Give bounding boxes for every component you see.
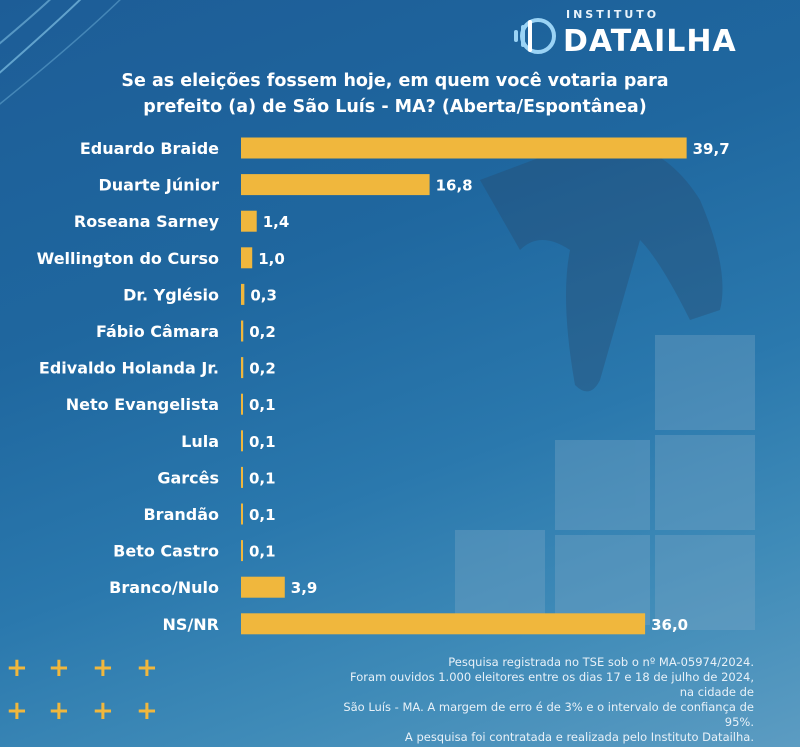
bar bbox=[241, 576, 285, 598]
value-label: 0,2 bbox=[249, 323, 276, 341]
bar bbox=[241, 466, 243, 488]
value-label: 1,0 bbox=[258, 250, 285, 268]
footer-line-4: A pesquisa foi contratada e realizada pe… bbox=[404, 730, 754, 744]
chart-title: Se as eleições fossem hoje, em quem você… bbox=[110, 68, 680, 120]
category-label: Edivaldo Holanda Jr. bbox=[39, 359, 219, 378]
category-label: Lula bbox=[181, 432, 219, 451]
footer-line-1: Pesquisa registrada no TSE sob o nº MA-0… bbox=[448, 655, 754, 669]
value-label: 0,3 bbox=[250, 286, 277, 304]
logo-icon bbox=[514, 18, 556, 54]
bar bbox=[241, 247, 253, 269]
plus-icon: + bbox=[48, 696, 70, 726]
plus-icon: + bbox=[6, 696, 28, 726]
plus-icon: + bbox=[136, 696, 158, 726]
category-label: Branco/Nulo bbox=[109, 578, 219, 597]
value-label: 0,1 bbox=[249, 506, 276, 524]
category-label: Roseana Sarney bbox=[74, 212, 220, 231]
value-label: 1,4 bbox=[263, 213, 290, 231]
category-label: Neto Evangelista bbox=[66, 395, 219, 414]
plus-icon: + bbox=[92, 696, 114, 726]
bar bbox=[241, 613, 646, 635]
category-label: Garcês bbox=[157, 468, 219, 487]
plus-icon: + bbox=[136, 653, 158, 683]
value-label: 39,7 bbox=[693, 140, 730, 158]
bar bbox=[241, 393, 243, 415]
bar-chart: Eduardo Braide 39,7 Duarte Júnior 16,8 Rosea… bbox=[37, 137, 730, 635]
bar bbox=[241, 174, 430, 196]
bar bbox=[241, 320, 244, 342]
bar bbox=[241, 283, 245, 305]
category-label: NS/NR bbox=[163, 615, 219, 634]
bar bbox=[241, 503, 243, 525]
plus-icon: + bbox=[6, 653, 28, 683]
value-label: 0,2 bbox=[249, 360, 276, 378]
value-label: 3,9 bbox=[291, 579, 318, 597]
category-label: Brandão bbox=[143, 505, 219, 524]
footer-line-3: São Luís - MA. A margem de erro é de 3% … bbox=[343, 700, 754, 729]
category-label: Wellington do Curso bbox=[37, 249, 219, 268]
category-label: Eduardo Braide bbox=[80, 139, 219, 158]
plus-icon: + bbox=[48, 653, 70, 683]
value-label: 0,1 bbox=[249, 433, 276, 451]
chart-title-line-1: Se as eleições fossem hoje, em quem você… bbox=[121, 71, 669, 91]
logo-prefix: INSTITUTO bbox=[566, 8, 660, 21]
category-label: Dr. Yglésio bbox=[123, 285, 219, 304]
category-label: Duarte Júnior bbox=[98, 176, 219, 195]
value-label: 36,0 bbox=[651, 616, 688, 634]
chart-title-line-2: prefeito (a) de São Luís - MA? (Aberta/E… bbox=[143, 97, 647, 117]
value-label: 16,8 bbox=[436, 177, 473, 195]
bar bbox=[241, 540, 243, 562]
footer-line-2: Foram ouvidos 1.000 eleitores entre os d… bbox=[350, 670, 754, 699]
bar bbox=[241, 210, 257, 232]
category-label: Fábio Câmara bbox=[96, 322, 219, 341]
value-label: 0,1 bbox=[249, 469, 276, 487]
logo-name: DATAILHA bbox=[563, 24, 737, 59]
bar bbox=[241, 357, 244, 379]
value-label: 0,1 bbox=[249, 396, 276, 414]
footer-note: Pesquisa registrada no TSE sob o nº MA-0… bbox=[334, 655, 754, 745]
value-label: 0,1 bbox=[249, 543, 276, 561]
plus-icon: + bbox=[92, 653, 114, 683]
bar bbox=[241, 137, 687, 159]
category-label: Beto Castro bbox=[113, 542, 219, 561]
bar bbox=[241, 430, 243, 452]
